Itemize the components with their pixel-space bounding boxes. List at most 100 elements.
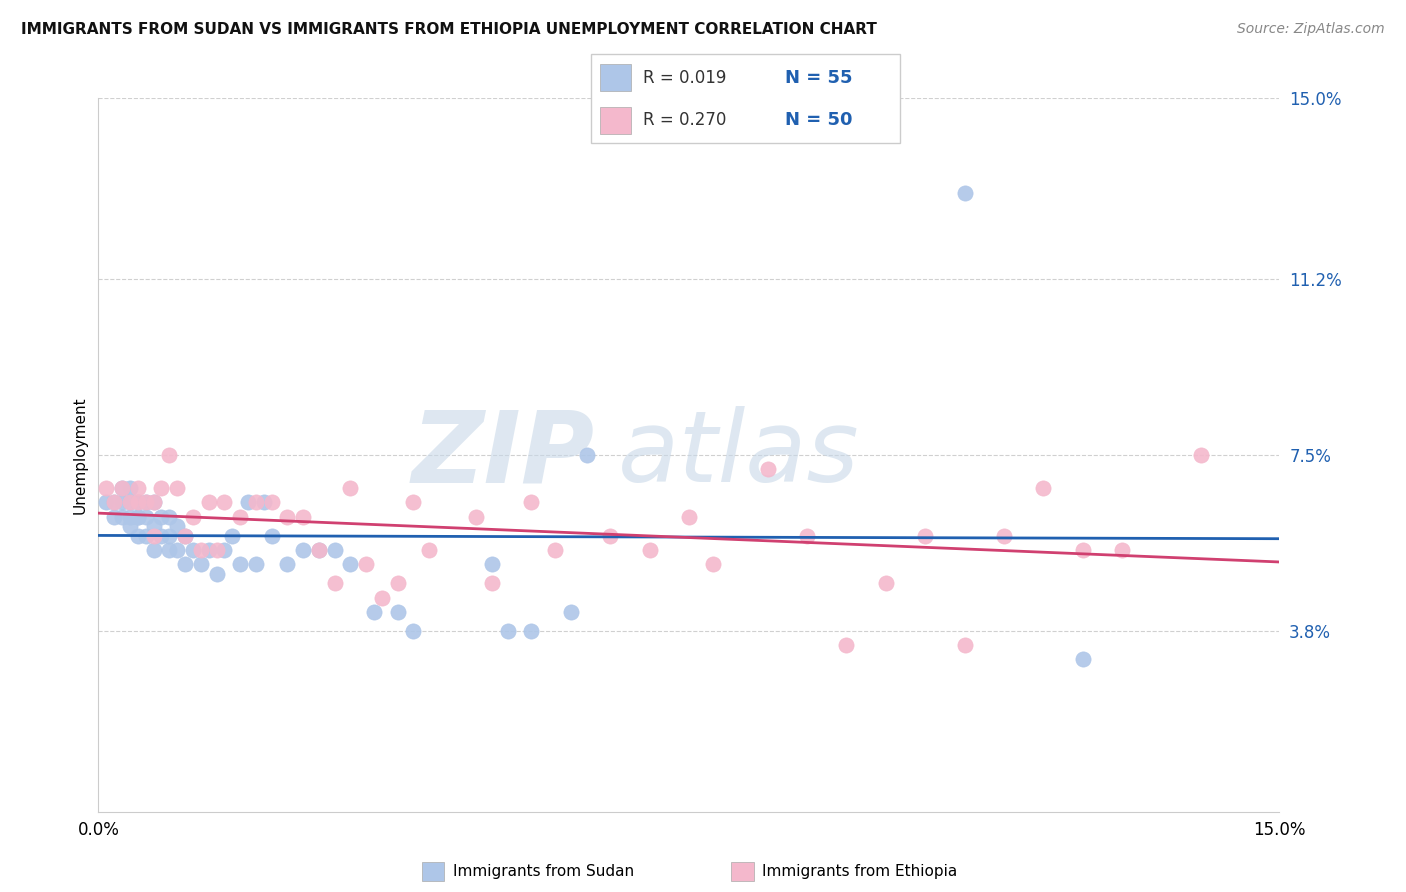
Point	[190, 543, 212, 558]
Point	[127, 529, 149, 543]
Point	[875, 576, 897, 591]
Text: ZIP: ZIP	[412, 407, 595, 503]
Point	[544, 543, 567, 558]
Point	[142, 495, 165, 509]
Point	[245, 495, 267, 509]
Point	[174, 529, 197, 543]
Point	[520, 495, 543, 509]
Point	[371, 591, 394, 605]
Point	[260, 529, 283, 543]
Point	[953, 186, 976, 201]
Point	[496, 624, 519, 638]
Point	[111, 481, 134, 495]
Point	[292, 543, 315, 558]
Text: IMMIGRANTS FROM SUDAN VS IMMIGRANTS FROM ETHIOPIA UNEMPLOYMENT CORRELATION CHART: IMMIGRANTS FROM SUDAN VS IMMIGRANTS FROM…	[21, 22, 877, 37]
Point	[150, 481, 173, 495]
Point	[103, 509, 125, 524]
Point	[127, 481, 149, 495]
Point	[118, 509, 141, 524]
Point	[157, 509, 180, 524]
Point	[214, 495, 236, 509]
Point	[796, 529, 818, 543]
Point	[127, 495, 149, 509]
Point	[323, 543, 346, 558]
Point	[339, 481, 361, 495]
Point	[702, 558, 724, 572]
Point	[142, 495, 165, 509]
Text: N = 55: N = 55	[786, 69, 853, 87]
Point	[1189, 448, 1212, 462]
Point	[993, 529, 1015, 543]
Point	[481, 576, 503, 591]
Point	[236, 495, 259, 509]
Point	[221, 529, 243, 543]
Point	[135, 495, 157, 509]
FancyBboxPatch shape	[600, 107, 631, 134]
Point	[465, 509, 488, 524]
Point	[96, 481, 118, 495]
FancyBboxPatch shape	[591, 54, 900, 143]
Point	[127, 509, 149, 524]
Point	[835, 638, 858, 652]
Point	[197, 495, 219, 509]
Point	[387, 576, 409, 591]
Point	[560, 605, 582, 619]
Point	[914, 529, 936, 543]
Point	[229, 558, 252, 572]
Point	[118, 519, 141, 533]
Point	[142, 519, 165, 533]
Point	[387, 605, 409, 619]
Point	[292, 509, 315, 524]
Point	[953, 638, 976, 652]
Point	[127, 495, 149, 509]
Point	[174, 558, 197, 572]
Point	[363, 605, 385, 619]
Point	[276, 558, 298, 572]
Point	[181, 543, 204, 558]
Point	[135, 509, 157, 524]
Point	[111, 509, 134, 524]
Point	[118, 481, 141, 495]
Point	[214, 543, 236, 558]
Point	[96, 495, 118, 509]
Point	[308, 543, 330, 558]
Point	[1071, 543, 1094, 558]
Point	[111, 495, 134, 509]
Point	[118, 495, 141, 509]
Point	[402, 495, 425, 509]
Text: R = 0.019: R = 0.019	[643, 69, 727, 87]
Point	[166, 543, 188, 558]
Point	[103, 495, 125, 509]
Point	[150, 509, 173, 524]
Point	[1111, 543, 1133, 558]
Point	[260, 495, 283, 509]
Text: atlas: atlas	[619, 407, 859, 503]
Text: Immigrants from Sudan: Immigrants from Sudan	[453, 864, 634, 879]
Point	[142, 543, 165, 558]
Text: N = 50: N = 50	[786, 112, 853, 129]
Point	[1071, 652, 1094, 666]
Point	[150, 529, 173, 543]
Point	[276, 509, 298, 524]
Point	[245, 558, 267, 572]
Point	[205, 566, 228, 581]
Point	[402, 624, 425, 638]
Point	[127, 509, 149, 524]
Point	[481, 558, 503, 572]
Point	[520, 624, 543, 638]
FancyBboxPatch shape	[600, 64, 631, 91]
Point	[308, 543, 330, 558]
Point	[157, 448, 180, 462]
Point	[135, 495, 157, 509]
Point	[323, 576, 346, 591]
Point	[678, 509, 700, 524]
Point	[229, 509, 252, 524]
Text: Source: ZipAtlas.com: Source: ZipAtlas.com	[1237, 22, 1385, 37]
Point	[599, 529, 621, 543]
Point	[118, 495, 141, 509]
Y-axis label: Unemployment: Unemployment	[72, 396, 87, 514]
Point	[166, 481, 188, 495]
Point	[142, 529, 165, 543]
Point	[418, 543, 440, 558]
Point	[253, 495, 276, 509]
